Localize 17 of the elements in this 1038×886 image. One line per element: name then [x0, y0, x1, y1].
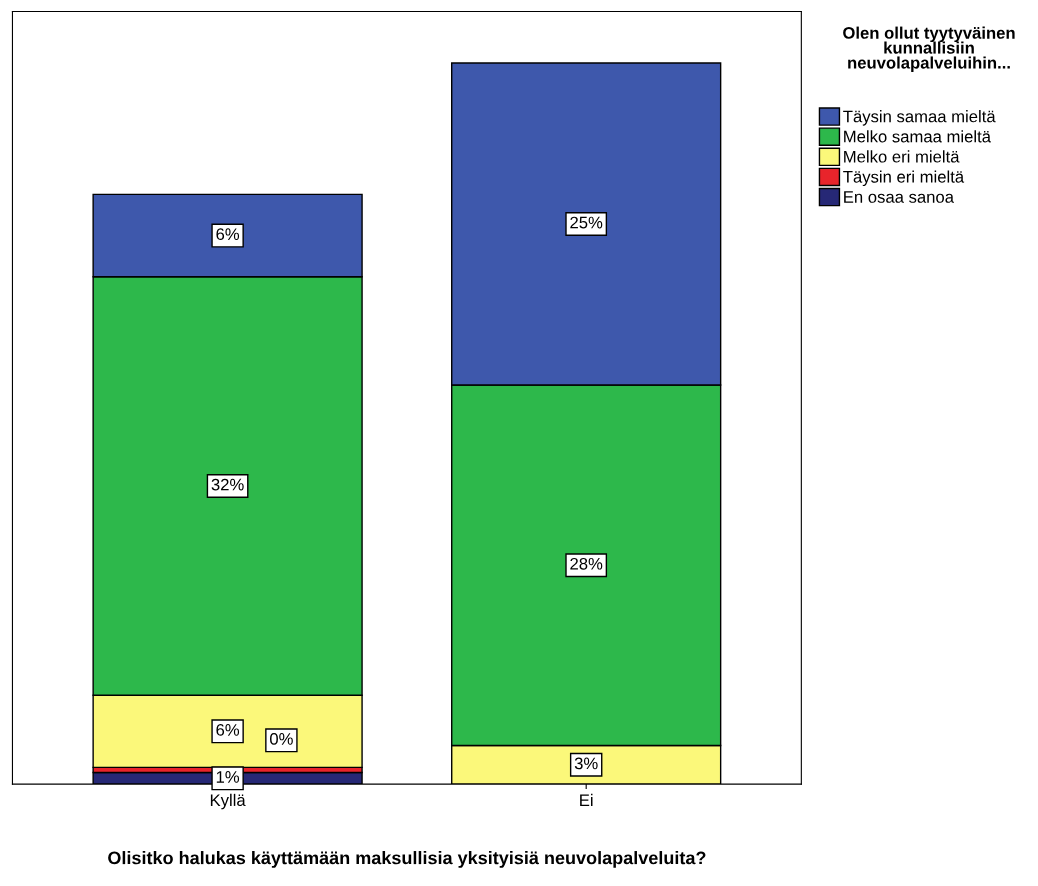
legend-label: Täysin samaa mieltä — [843, 110, 996, 126]
data-label: 3% — [574, 757, 598, 770]
data-label: 6% — [216, 723, 240, 736]
x-axis-title: Olisitko halukas käyttämään maksullisia yksityisiä neuvolapalveluita? — [108, 851, 706, 868]
legend-label: Melko samaa mieltä — [844, 130, 991, 143]
legend-label: Melko eri mieltä — [844, 150, 960, 163]
legend-label: En osaa sanoa — [844, 191, 954, 203]
x-tick-label: Ei — [580, 793, 593, 806]
data-label: 1% — [216, 771, 240, 783]
legend-title: Olen ollut tyytyväinen kunnallisiin neuvolapalveluihin... — [843, 26, 1015, 72]
x-tick-label: Kyllä — [210, 793, 246, 810]
legend-label: Täysin eri mieltä — [843, 170, 965, 187]
data-label: 0% — [270, 733, 293, 745]
data-label: 28% — [570, 557, 603, 570]
data-label: 32% — [211, 478, 244, 491]
data-label: 6% — [216, 228, 240, 241]
data-label: 25% — [570, 216, 603, 229]
